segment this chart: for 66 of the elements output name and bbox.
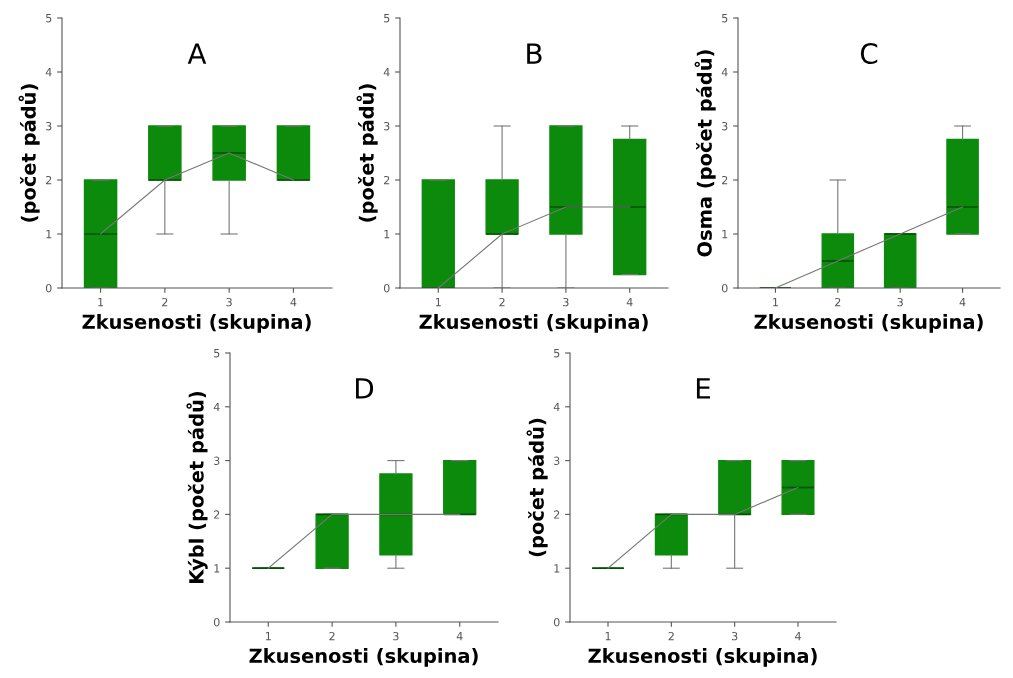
- y-tick-label: 5: [384, 14, 390, 23]
- x-tick-label: 3: [393, 631, 399, 641]
- y-tick-label: 3: [46, 121, 52, 131]
- x-tick-label: 3: [731, 631, 738, 641]
- y-tick-label: 3: [214, 456, 220, 465]
- y-tick-label: 2: [722, 175, 728, 185]
- x-tick-label: 1: [265, 632, 271, 641]
- x-axis-title: Zkusenosti (skupina): [754, 314, 983, 333]
- x-tick-label: 3: [897, 297, 903, 307]
- x-tick-label: 4: [795, 632, 801, 641]
- y-axis-title: (počet pádů): [356, 84, 378, 222]
- y-tick-label: 3: [722, 121, 728, 131]
- x-axis-title: Zkusenosti (skupina): [419, 314, 648, 333]
- x-axis-title: Zkusenosti (skupina): [82, 314, 311, 333]
- y-tick-label: 2: [214, 510, 220, 519]
- y-tick-label: 5: [46, 14, 52, 23]
- y-tick-label: 1: [554, 564, 560, 573]
- line-series: [774, 206, 964, 288]
- x-tick-label: 2: [329, 631, 335, 641]
- x-tick-label: 1: [98, 298, 104, 307]
- y-tick-label: 3: [554, 456, 560, 465]
- y-tick-label: 4: [213, 402, 220, 412]
- y-axis-title: Kýbl (počet pádů): [186, 391, 208, 583]
- y-tick-label: 4: [553, 402, 560, 412]
- y-tick-label: 4: [721, 68, 728, 77]
- y-axis-title: (počet pádů): [526, 418, 548, 557]
- x-tick-label: 4: [626, 298, 633, 307]
- x-tick-label: 4: [456, 632, 463, 641]
- x-tick-label: 2: [162, 297, 168, 307]
- y-tick-label: 4: [383, 68, 390, 77]
- y-tick-label: 0: [45, 283, 52, 293]
- y-tick-label: 5: [722, 14, 728, 23]
- y-tick-label: 1: [722, 230, 728, 239]
- x-tick-label: 1: [773, 298, 778, 307]
- y-tick-label: 0: [721, 283, 728, 293]
- y-tick-label: 1: [214, 564, 220, 573]
- y-tick-label: 3: [384, 121, 390, 131]
- y-tick-label: 1: [46, 230, 52, 239]
- text: C: [860, 43, 878, 65]
- x-tick-label: 3: [563, 297, 569, 307]
- x-axis-title: Zkusenosti (skupina): [249, 648, 478, 667]
- text: D: [356, 378, 374, 399]
- x-tick-label: 2: [668, 631, 674, 641]
- y-tick-label: 2: [554, 510, 560, 519]
- text: E: [696, 378, 710, 399]
- text: B: [527, 43, 542, 64]
- x-tick-label: 1: [605, 632, 611, 641]
- x-axis-title: Zkusenosti (skupina): [588, 648, 817, 667]
- y-tick-label: 4: [45, 68, 52, 77]
- y-tick-label: 5: [554, 349, 560, 358]
- y-tick-label: 0: [553, 617, 560, 627]
- y-tick-label: 2: [46, 175, 52, 185]
- x-tick-label: 4: [290, 298, 297, 307]
- y-tick-label: 5: [214, 349, 220, 358]
- x-tick-label: 1: [435, 298, 441, 307]
- x-tick-label: 4: [959, 298, 966, 307]
- x-tick-label: 3: [226, 297, 232, 307]
- y-tick-label: 0: [383, 283, 390, 293]
- text: A: [187, 43, 207, 64]
- y-tick-label: 1: [384, 230, 390, 239]
- x-tick-label: 2: [499, 297, 505, 307]
- y-axis-title: (počet pádů): [18, 84, 40, 222]
- x-tick-label: 2: [835, 297, 841, 307]
- y-tick-label: 0: [213, 617, 220, 627]
- y-tick-label: 2: [384, 175, 390, 185]
- y-axis-title: Osma (počet pádů): [694, 50, 716, 257]
